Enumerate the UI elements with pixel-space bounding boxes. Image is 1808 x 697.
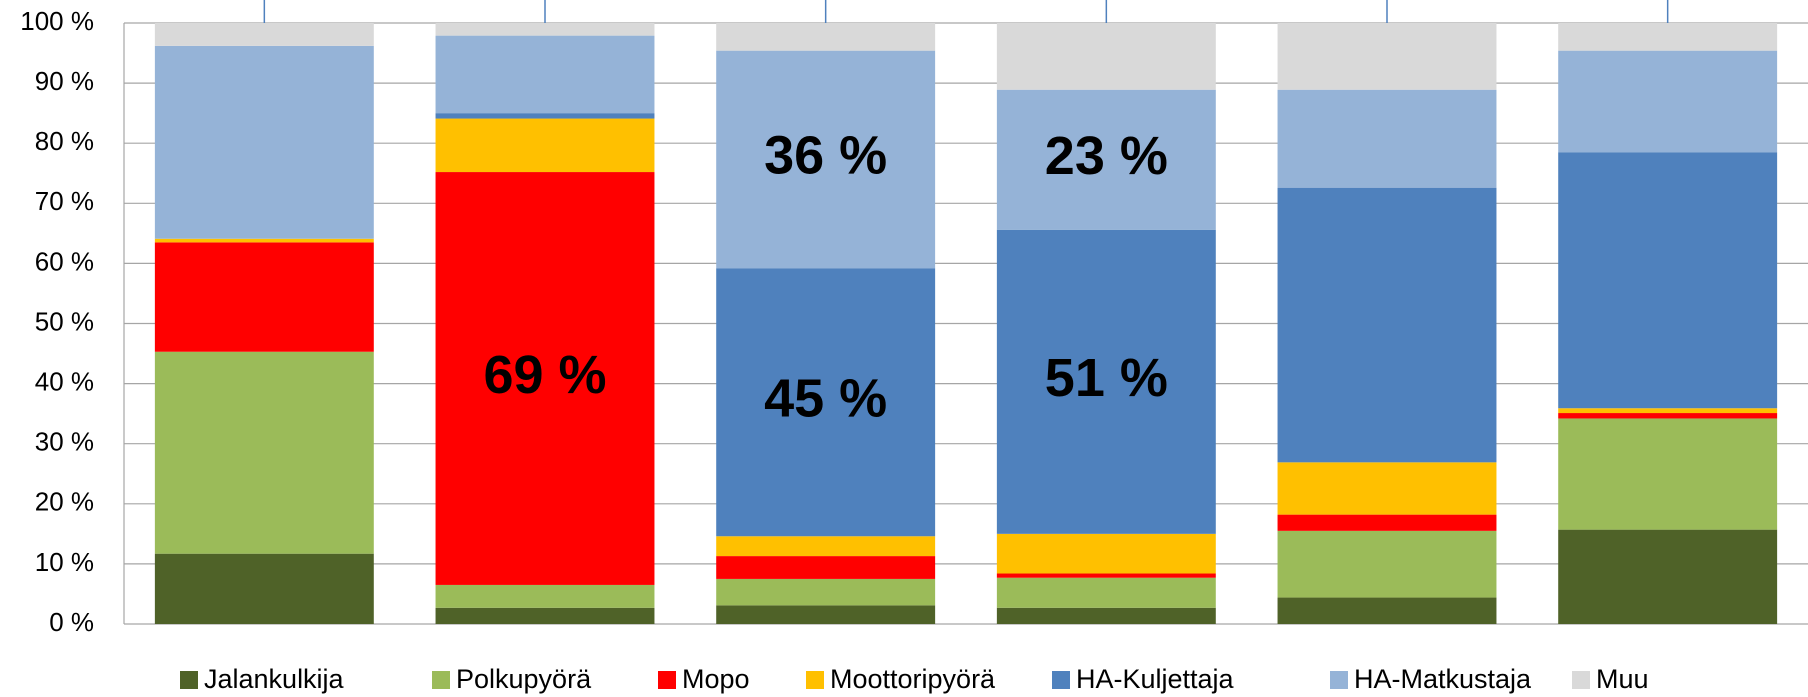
bar-segment bbox=[154, 242, 374, 352]
bar-segment bbox=[154, 23, 374, 46]
bar-segment bbox=[716, 268, 936, 537]
data-label: 45 % bbox=[764, 368, 887, 428]
y-tick-label: 10 % bbox=[35, 547, 94, 577]
y-tick-label: 0 % bbox=[49, 607, 94, 637]
bar-segment bbox=[1558, 23, 1778, 51]
legend-label: Moottoripyörä bbox=[830, 664, 996, 694]
legend-label: HA-Matkustaja bbox=[1354, 664, 1532, 694]
y-tick-label: 40 % bbox=[35, 366, 94, 396]
data-label: 51 % bbox=[1045, 348, 1168, 408]
bar-segment bbox=[1277, 89, 1497, 188]
bar-segment bbox=[1558, 529, 1778, 624]
bar-segment bbox=[154, 45, 374, 239]
bar-segment bbox=[1277, 514, 1497, 531]
bar-segment bbox=[716, 50, 936, 269]
bar-segment bbox=[996, 607, 1216, 624]
bar-segment bbox=[1558, 50, 1778, 153]
bar-segment bbox=[716, 23, 936, 51]
data-label: 36 % bbox=[764, 126, 887, 186]
legend-swatch bbox=[1052, 671, 1070, 689]
legend-swatch bbox=[1330, 671, 1348, 689]
bar-segment bbox=[435, 584, 655, 608]
bar-segment bbox=[1277, 597, 1497, 624]
bar-segment bbox=[716, 556, 936, 579]
bar-segment bbox=[996, 229, 1216, 534]
bar-segment bbox=[154, 238, 374, 243]
bar-segment bbox=[996, 533, 1216, 574]
bar-segment bbox=[435, 113, 655, 119]
bar-segment bbox=[435, 118, 655, 173]
bar-segment bbox=[1277, 530, 1497, 598]
bar-segment bbox=[1558, 152, 1778, 409]
bar-segment bbox=[435, 607, 655, 624]
bar-segment bbox=[154, 553, 374, 624]
y-tick-label: 60 % bbox=[35, 246, 94, 276]
bar-segment bbox=[996, 577, 1216, 608]
bar-segment bbox=[716, 536, 936, 557]
legend-label: HA-Kuljettaja bbox=[1076, 664, 1235, 694]
bar-segment bbox=[435, 35, 655, 114]
y-tick-label: 20 % bbox=[35, 487, 94, 517]
legend-label: Polkupyörä bbox=[456, 664, 592, 694]
bar-segment bbox=[1277, 23, 1497, 90]
legend-swatch bbox=[180, 671, 198, 689]
data-label: 23 % bbox=[1045, 126, 1168, 186]
bar-segment bbox=[435, 172, 655, 585]
bar-segment bbox=[996, 23, 1216, 90]
legend-label: Muu bbox=[1596, 664, 1649, 694]
data-label: 69 % bbox=[483, 345, 606, 405]
bar-segment bbox=[716, 605, 936, 624]
y-tick-label: 70 % bbox=[35, 186, 94, 216]
y-tick-label: 50 % bbox=[35, 306, 94, 336]
bar-segment bbox=[1277, 187, 1497, 463]
legend-swatch bbox=[806, 671, 824, 689]
bar-segment bbox=[996, 89, 1216, 230]
bar-segment bbox=[1558, 413, 1778, 419]
bar-segment bbox=[154, 351, 374, 554]
y-tick-label: 80 % bbox=[35, 126, 94, 156]
y-tick-label: 90 % bbox=[35, 66, 94, 96]
legend-label: Jalankulkija bbox=[204, 664, 345, 694]
legend-label: Mopo bbox=[682, 664, 750, 694]
bar-segment bbox=[1277, 462, 1497, 515]
y-tick-label: 30 % bbox=[35, 427, 94, 457]
bar-segment bbox=[716, 578, 936, 606]
y-tick-label: 100 % bbox=[20, 6, 94, 36]
legend-swatch bbox=[432, 671, 450, 689]
bar-segment bbox=[996, 573, 1216, 578]
legend-swatch bbox=[1572, 671, 1590, 689]
bar-segment bbox=[1558, 408, 1778, 414]
bar-segment bbox=[435, 23, 655, 36]
legend-swatch bbox=[658, 671, 676, 689]
bar-segment bbox=[1558, 418, 1778, 530]
